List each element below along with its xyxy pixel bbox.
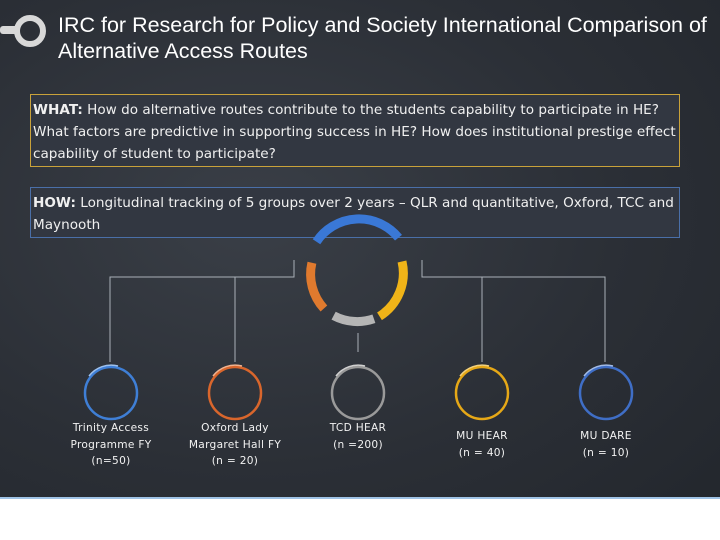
central-cycle <box>306 214 408 327</box>
page-title: IRC for Research for Policy and Society … <box>58 13 707 63</box>
node-label-mu-hear: MU HEAR (n = 40) <box>456 430 508 459</box>
what-text: How do alternative routes contribute to … <box>33 102 676 162</box>
cycle-segment-orange <box>306 261 328 312</box>
node-label-oxford-lmh: Oxford Lady Margaret Hall FY (n = 20) <box>188 422 282 467</box>
logo-icon <box>0 15 46 47</box>
what-box: WHAT: How do alternative routes contribu… <box>30 94 680 167</box>
cycle-segment-blue <box>312 214 402 245</box>
how-text: Longitudinal tracking of 5 groups over 2… <box>33 195 674 233</box>
connector-lines <box>109 260 606 362</box>
node-label-tcd-hear: TCD HEAR (n =200) <box>329 422 387 451</box>
node-ring-1 <box>83 364 139 421</box>
footer-panel <box>0 497 720 540</box>
cycle-segment-gray <box>331 311 376 327</box>
node-ring-5 <box>578 364 634 421</box>
node-label-trinity-access: Trinity Access Programme FY (n=50) <box>70 422 152 467</box>
what-label: WHAT: <box>33 102 83 118</box>
how-label: HOW: <box>33 195 76 211</box>
how-box: HOW: Longitudinal tracking of 5 groups o… <box>30 187 680 238</box>
node-ring-4 <box>454 364 510 421</box>
node-ring-2 <box>207 364 263 421</box>
node-label-mu-dare: MU DARE (n = 10) <box>580 430 632 459</box>
cycle-segment-yellow <box>376 260 408 321</box>
node-ring-3 <box>330 364 386 421</box>
